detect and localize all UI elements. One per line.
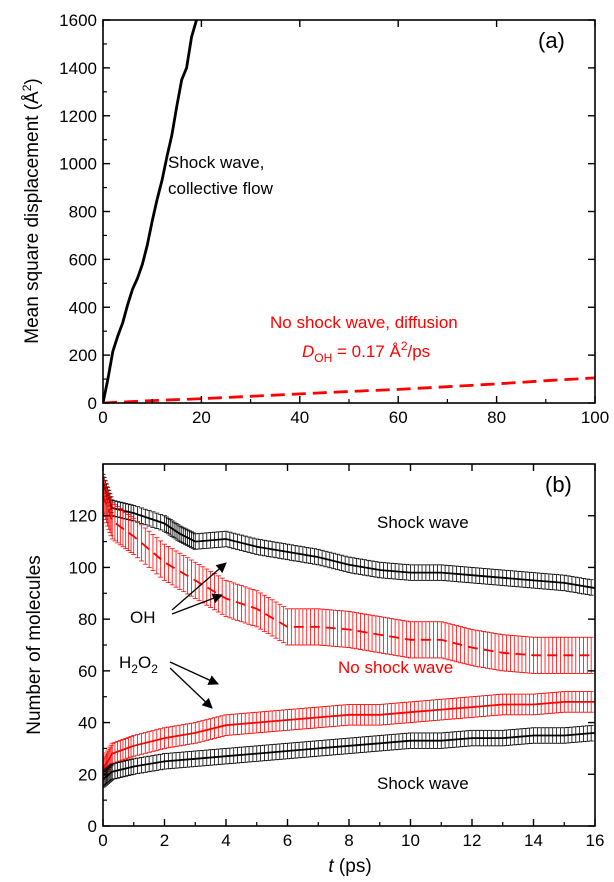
panel-b-ytick-label: 120 — [69, 507, 97, 526]
annotation-shock-wave-upper: Shock wave — [377, 513, 469, 532]
annotation-oh: OH — [130, 608, 156, 627]
panel-b-xtick-label: 4 — [221, 831, 230, 850]
panel-b-xtick-label: 14 — [524, 831, 543, 850]
arrow-oh-to-noshock — [171, 593, 223, 615]
panel-a-xtick-label: 0 — [98, 408, 107, 427]
annotation-shock-flow-line2: collective flow — [168, 179, 274, 198]
panel-b-ylabel: Number of molecules — [24, 555, 45, 735]
panel-a-ytick-label: 0 — [88, 394, 97, 413]
panel-b-xtick-label: 2 — [160, 831, 169, 850]
annotation-no-shock-wave: No shock wave — [338, 658, 453, 677]
panel-b-xtick-label: 0 — [98, 831, 107, 850]
series-h2o2-no-shock-wave — [103, 691, 595, 780]
series-shock-wave-collective-flow-line — [103, 20, 198, 403]
panel-b-xtick-label: 12 — [463, 831, 482, 850]
panel-a-ytick-label: 1200 — [59, 107, 97, 126]
annotation-no-shock-diffusion: No shock wave, diffusion — [270, 313, 458, 332]
panel-a-xtick-label: 60 — [389, 408, 408, 427]
panel-b-ytick-label: 80 — [78, 610, 97, 629]
panel-a-label: (a) — [538, 28, 565, 53]
panel-a-ytick-label: 600 — [69, 250, 97, 269]
panel-b-xtick-label: 8 — [344, 831, 353, 850]
panel-b-label: (b) — [545, 472, 572, 497]
series-h2o2-shock-wave-line — [103, 732, 595, 781]
arrow-h2o2-to-noshock — [169, 661, 219, 685]
panel-a: 0 20 40 60 80 1000200400600800100012001400160… — [20, 11, 609, 427]
panel-b-xtick-label: 10 — [401, 831, 420, 850]
panel-b-xtick-label: 6 — [283, 831, 292, 850]
arrow-oh-to-shock — [171, 562, 227, 611]
panel-b-ytick-label: 20 — [78, 765, 97, 784]
series-oh-no-shock-wave-line — [103, 494, 595, 657]
panel-a-xtick-label: 80 — [487, 408, 506, 427]
panel-b: 0 2 4 6 8 10 12 14 16 0 20 40 60 80 100 120 (b) Number … — [24, 463, 605, 877]
series-no-shock-wave-diffusion-line — [103, 376, 595, 403]
panel-a-ytick-label: 1000 — [59, 155, 97, 174]
panel-a-xtick-label: 100 — [581, 408, 609, 427]
panel-a-ytick-label: 1600 — [59, 11, 97, 30]
series-h2o2-shock-wave — [103, 725, 595, 788]
series-oh-shock-wave — [103, 473, 595, 596]
panel-a-ytick-label: 200 — [69, 346, 97, 365]
annotation-shock-wave-lower: Shock wave — [377, 774, 469, 793]
panel-b-xtick-label: 16 — [586, 831, 605, 850]
panel-a-xtick-label: 40 — [290, 408, 309, 427]
arrow-h2o2-to-shock — [169, 667, 213, 709]
series-oh-no-shock-wave — [103, 476, 595, 674]
panel-a-ylabel: Mean square displacement (Å2) — [20, 78, 43, 343]
panel-b-ytick-label: 100 — [69, 558, 97, 577]
annotation-h2o2: H2O2 — [119, 653, 158, 676]
panel-b-ytick-label: 40 — [78, 714, 97, 733]
panel-a-ytick-label: 1400 — [59, 59, 97, 78]
panel-a-ytick-label: 400 — [69, 298, 97, 317]
panel-a-xtick-label: 20 — [192, 408, 211, 427]
series-oh-shock-wave-line — [103, 481, 595, 589]
series-h2o2-no-shock-wave-line — [103, 701, 595, 770]
panel-b-ytick-label: 0 — [88, 817, 97, 836]
annotation-shock-flow-line1: Shock wave, — [168, 153, 264, 172]
panel-a-ytick-label: 800 — [69, 203, 97, 222]
panel-b-xlabel: t (ps) — [328, 856, 371, 877]
series-shock-wave-collective-flow — [103, 20, 198, 403]
panel-b-ytick-label: 60 — [78, 662, 97, 681]
annotation-diffusion-coefficient: DOH = 0.17 Å2/ps — [302, 339, 430, 365]
